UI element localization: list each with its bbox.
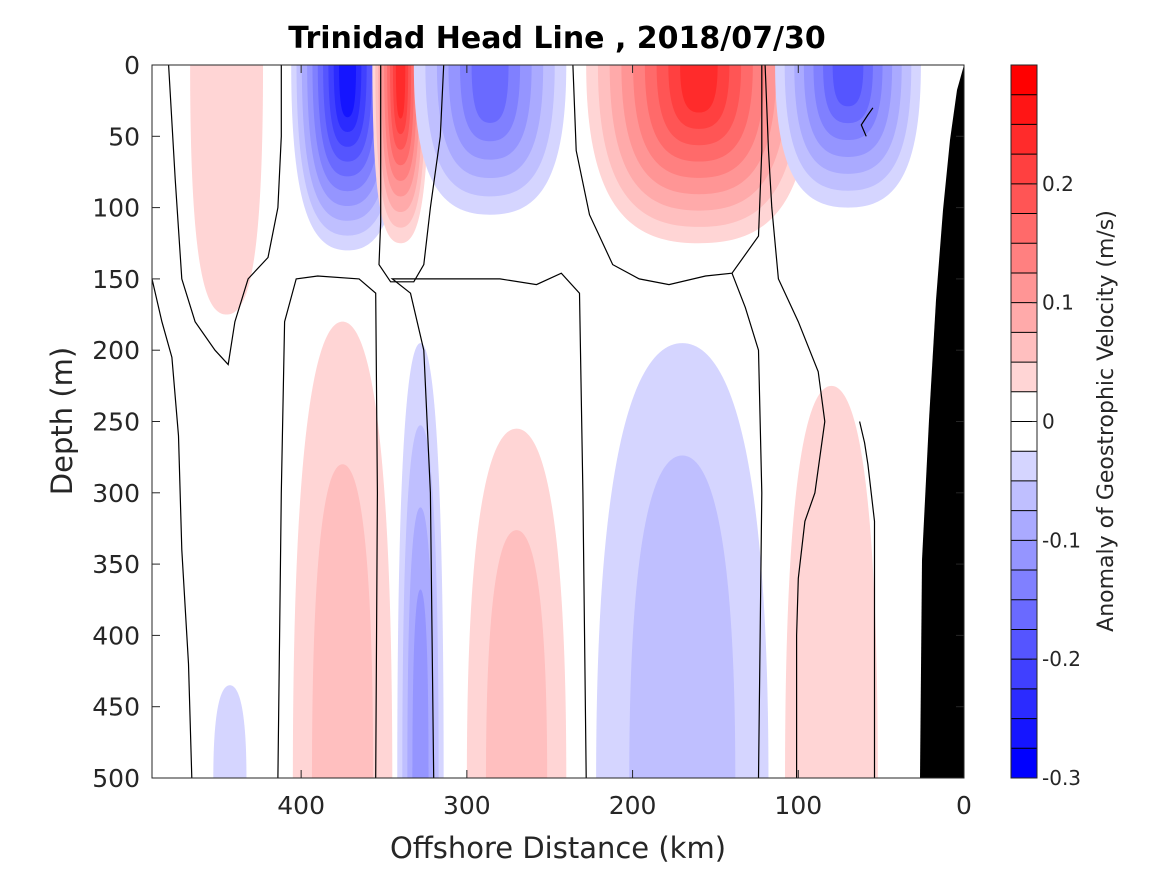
zero-contour — [390, 272, 587, 779]
y-tick-label: 300 — [92, 479, 140, 508]
contour-band — [471, 65, 509, 123]
zero-contour — [731, 272, 763, 779]
y-tick-label: 250 — [92, 408, 140, 437]
colorbar-swatch — [1011, 421, 1037, 452]
colorbar-swatch — [1011, 748, 1037, 778]
y-tick-label: 500 — [92, 764, 140, 793]
colorbar-swatch — [1011, 243, 1037, 273]
y-tick-label: 450 — [92, 693, 140, 722]
x-tick-label: 0 — [956, 791, 972, 820]
colorbar-swatch — [1011, 451, 1037, 481]
plot-area — [151, 64, 965, 779]
colorbar-tick-label: 0.1 — [1042, 291, 1074, 315]
contour-band — [832, 65, 864, 107]
colorbar-tick-label: -0.3 — [1042, 766, 1081, 790]
y-tick-label: 200 — [92, 336, 140, 365]
colorbar-swatch — [1011, 94, 1037, 125]
contour-band — [785, 385, 878, 778]
velocity-contours — [190, 65, 921, 778]
zero-contour — [764, 64, 826, 778]
colorbar-swatch — [1011, 332, 1037, 363]
zero-contour — [859, 421, 876, 778]
colorbar-tick-label: 0.2 — [1042, 172, 1074, 196]
colorbar-swatch — [1011, 510, 1037, 541]
x-tick-label: 400 — [277, 791, 325, 820]
zero-contour — [572, 64, 763, 286]
colorbar-tick-label: 0 — [1042, 410, 1055, 434]
colorbar-swatch — [1011, 659, 1037, 689]
zero-contour — [151, 278, 193, 779]
colorbar-swatch — [1011, 629, 1037, 660]
contour-band — [485, 530, 548, 778]
zero-contour — [378, 64, 445, 283]
y-tick-label: 150 — [92, 265, 140, 294]
colorbar-swatch — [1011, 124, 1037, 155]
x-axis: 400 300 200 100 0 — [277, 65, 972, 820]
y-tick-label: 50 — [108, 122, 140, 151]
y-axis: 0 50 100 150 200 250 300 350 400 450 500 — [92, 51, 964, 793]
colorbar-swatch — [1011, 599, 1037, 630]
x-tick-label: 300 — [443, 791, 491, 820]
colorbar-swatch — [1011, 570, 1037, 600]
contour-band — [412, 589, 429, 778]
colorbar-swatch — [1011, 718, 1037, 749]
contour-band — [680, 65, 718, 113]
contour-band — [629, 455, 736, 778]
zero-contour — [277, 275, 379, 779]
x-tick-label: 100 — [774, 791, 822, 820]
y-tick-label: 100 — [92, 194, 140, 223]
chart-title: Trinidad Head Line , 2018/07/30 — [288, 21, 825, 56]
colorbar-swatch — [1011, 65, 1037, 95]
y-tick-label: 0 — [124, 51, 140, 80]
contour-band — [190, 65, 264, 315]
y-axis-label: Depth (m) — [45, 347, 79, 495]
x-axis-label: Offshore Distance (km) — [390, 831, 726, 865]
colorbar-tick-label: -0.2 — [1042, 647, 1081, 671]
y-tick-label: 400 — [92, 621, 140, 650]
zero-contour — [860, 107, 874, 137]
contour-band — [395, 65, 406, 119]
colorbar: 0.2 0.1 0 -0.1 -0.2 -0.3 — [1010, 64, 1081, 790]
colorbar-swatch — [1011, 540, 1037, 571]
colorbar-swatch — [1011, 272, 1037, 303]
y-tick-label: 350 — [92, 550, 140, 579]
contour-band — [339, 65, 357, 118]
x-tick-label: 200 — [609, 791, 657, 820]
colorbar-swatch — [1011, 302, 1037, 333]
colorbar-swatch — [1011, 213, 1037, 244]
colorbar-tick-label: -0.1 — [1042, 528, 1081, 552]
zero-contour — [168, 64, 282, 366]
colorbar-swatch — [1011, 154, 1037, 184]
colorbar-swatch — [1011, 480, 1037, 511]
colorbar-swatch — [1011, 688, 1037, 719]
zero-contour-lines — [151, 64, 876, 779]
contour-band — [213, 685, 247, 778]
contour-band — [311, 464, 374, 778]
colorbar-swatch — [1011, 391, 1037, 422]
bathymetry-shelf — [920, 65, 964, 778]
colorbar-label: Anomaly of Geostrophic Velocity (m/s) — [1094, 210, 1119, 632]
colorbar-swatch — [1011, 183, 1037, 214]
colorbar-swatch — [1011, 362, 1037, 392]
